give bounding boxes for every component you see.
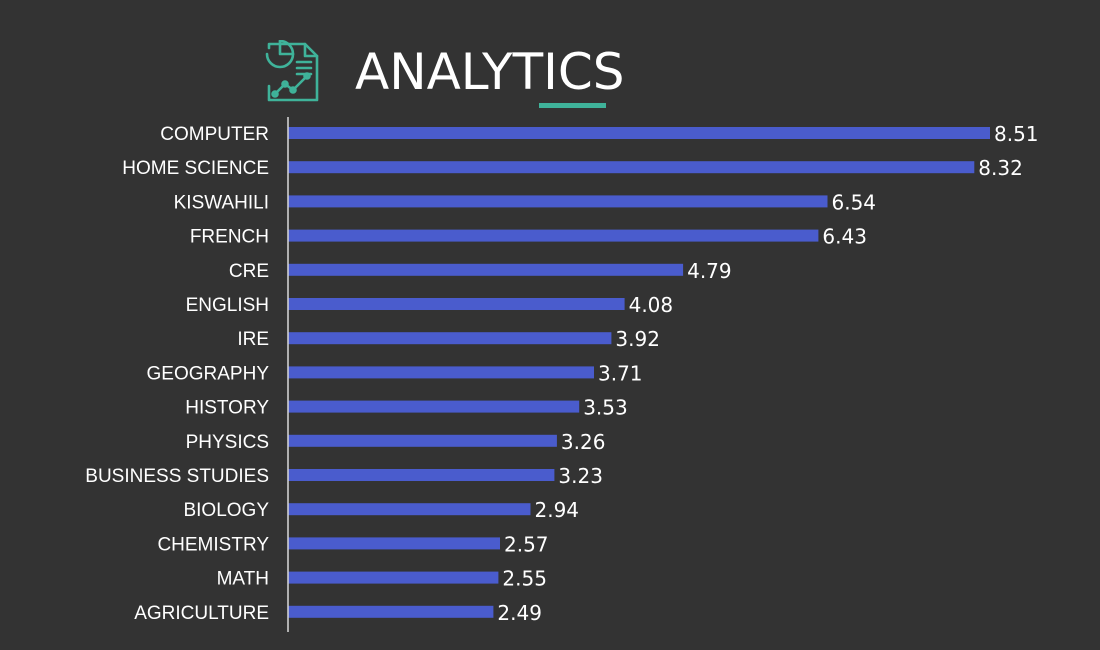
bar-history: [288, 400, 580, 413]
value-label: 2.49: [497, 601, 542, 625]
category-label: PHYSICS: [186, 432, 269, 453]
value-label: 3.26: [561, 430, 606, 454]
value-label: 3.53: [583, 396, 628, 420]
category-labels: COMPUTER HOME SCIENCE KISWAHILI FRENCH CRE EN…: [85, 124, 269, 624]
value-label: 2.94: [535, 498, 580, 522]
page-title: ANALYTICS: [355, 43, 625, 101]
value-label: 8.51: [994, 122, 1039, 146]
category-label: GEOGRAPHY: [147, 363, 270, 384]
category-label: MATH: [217, 569, 269, 590]
value-label: 3.92: [615, 327, 660, 351]
category-label: COMPUTER: [160, 124, 269, 145]
bar-cre: [288, 263, 684, 276]
value-labels: 8.51 8.32 6.54 6.43 4.79 4.08 3.92 3.71 3.53 3.26…: [497, 122, 1038, 625]
category-label: BUSINESS STUDIES: [85, 466, 269, 487]
category-label: HOME SCIENCE: [122, 158, 269, 179]
value-label: 2.57: [504, 532, 549, 556]
bar-agriculture: [288, 605, 494, 618]
category-label: CRE: [229, 261, 269, 282]
bar-biology: [288, 503, 531, 516]
bar-home-science: [288, 161, 975, 174]
category-label: KISWAHILI: [174, 192, 269, 213]
category-label: FRENCH: [190, 227, 269, 248]
value-label: 3.71: [598, 361, 643, 385]
analytics-report-icon: [265, 40, 319, 102]
category-label: ENGLISH: [186, 295, 269, 316]
bar-physics: [288, 434, 557, 447]
category-label: CHEMISTRY: [157, 534, 269, 555]
bar-kiswahili: [288, 195, 828, 208]
value-label: 6.54: [832, 190, 877, 214]
value-label: 8.32: [978, 156, 1023, 180]
bar-math: [288, 571, 499, 584]
bar-geography: [288, 366, 594, 379]
bar-english: [288, 298, 625, 310]
bar-chemistry: [288, 537, 500, 550]
value-label: 4.79: [687, 259, 732, 283]
value-label: 2.55: [502, 567, 547, 591]
category-label: HISTORY: [185, 398, 269, 419]
value-label: 4.08: [629, 293, 674, 317]
bar-french: [288, 229, 819, 242]
value-label: 6.43: [822, 225, 867, 249]
bars-group: [288, 127, 990, 618]
bar-ire: [288, 332, 612, 345]
category-label: AGRICULTURE: [134, 603, 269, 624]
title-underline: [539, 103, 606, 108]
category-label: IRE: [237, 329, 269, 350]
header: ANALYTICS: [0, 0, 1100, 115]
value-label: 3.23: [558, 464, 603, 488]
bar-computer: [288, 127, 990, 139]
category-label: BIOLOGY: [183, 500, 269, 521]
bar-business-studies: [288, 469, 555, 481]
